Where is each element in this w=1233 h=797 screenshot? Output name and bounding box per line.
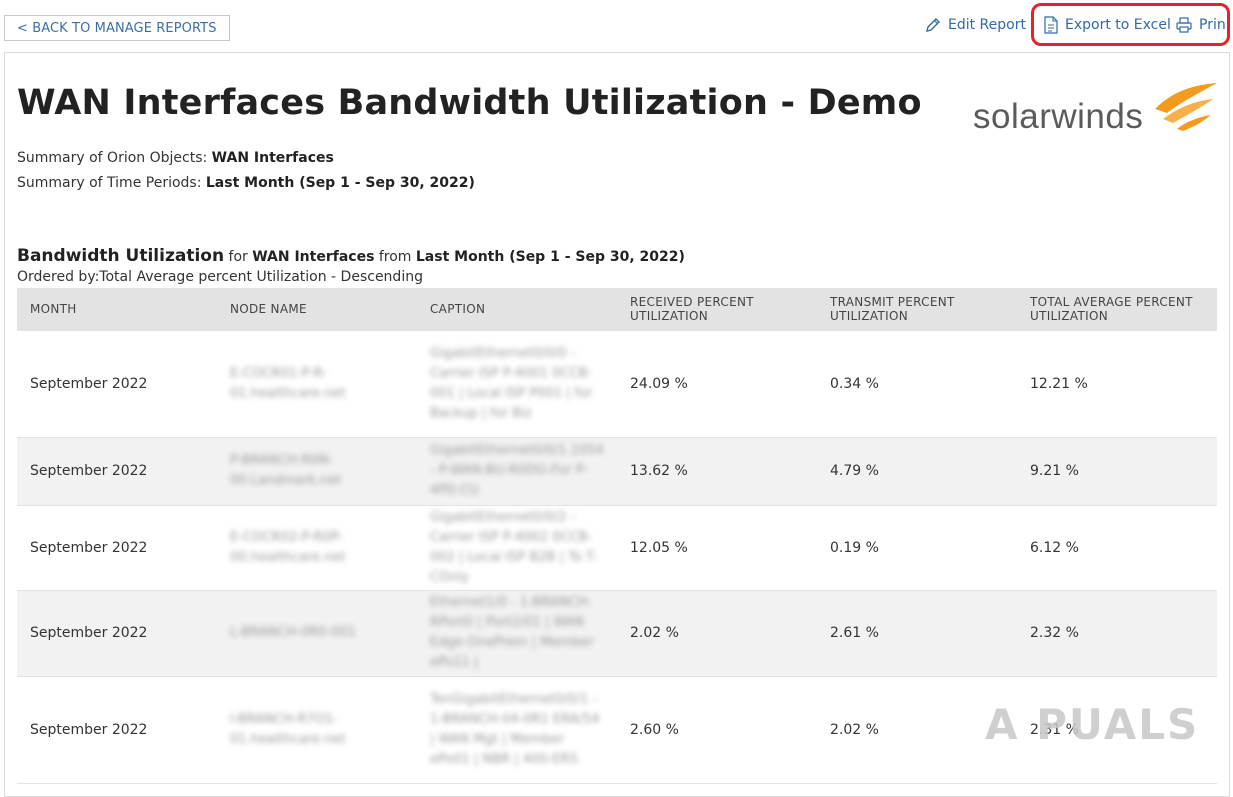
back-to-manage-reports-button[interactable]: < BACK TO MANAGE REPORTS: [4, 15, 230, 41]
section-period: Last Month (Sep 1 - Sep 30, 2022): [415, 249, 685, 265]
export-highlight-box: [1031, 3, 1230, 46]
cell-month: September 2022: [17, 505, 217, 591]
section-title-main: Bandwidth Utilization: [17, 246, 225, 266]
solarwinds-logo: solarwinds: [973, 75, 1223, 139]
column-header-node-name[interactable]: NODE NAME: [217, 288, 417, 331]
table-row: September 2022 I-BRANCH-R7O1- 01.healthca…: [17, 676, 1217, 784]
cell-node-name: I-BRANCH-R7O1- 01.healthcare.net: [217, 676, 417, 784]
report-title: WAN Interfaces Bandwidth Utilization - D…: [17, 83, 922, 123]
edit-report-label: Edit Report: [948, 17, 1026, 33]
column-header-caption[interactable]: CAPTION: [417, 288, 617, 331]
cell-transmit: 4.79 %: [817, 437, 1017, 506]
cell-received: 2.60 %: [617, 676, 817, 784]
cell-received: 13.62 %: [617, 437, 817, 506]
cell-total: 2.32 %: [1017, 590, 1217, 677]
pencil-icon: [924, 16, 942, 34]
ordered-by: Ordered by:Total Average percent Utiliza…: [17, 269, 423, 285]
cell-caption: GigabitEthernet0/0/2 - Carrier ISP P-400…: [417, 505, 617, 591]
export-to-excel-label: Export to Excel: [1065, 17, 1171, 33]
cell-transmit: 0.19 %: [817, 505, 1017, 591]
section-object: WAN Interfaces: [252, 249, 375, 265]
cell-node-name: L-BRANCH-0R0-001: [217, 590, 417, 677]
summary-periods: Summary of Time Periods: Last Month (Sep…: [17, 175, 475, 191]
section-for-word: for: [224, 249, 253, 265]
section-from-word: from: [374, 249, 416, 265]
column-header-month[interactable]: MONTH: [17, 288, 217, 331]
printer-icon: [1175, 16, 1193, 34]
print-link[interactable]: Prin: [1175, 16, 1226, 34]
cell-caption: TenGigabitEthernet0/0/1 - 1-BRANCH-04-0R…: [417, 676, 617, 784]
export-excel-icon: [1043, 16, 1059, 34]
cell-month: September 2022: [17, 437, 217, 506]
column-header-transmit[interactable]: TRANSMIT PERCENT UTILIZATION: [817, 288, 1017, 331]
logo-text: solarwinds: [973, 97, 1144, 136]
print-label: Prin: [1199, 17, 1226, 33]
table-row: September 2022 P-BRANCH-R0N- 00.Landmark.…: [17, 437, 1217, 506]
solarwinds-flame-icon: [1155, 83, 1217, 131]
column-header-received[interactable]: RECEIVED PERCENT UTILIZATION: [617, 288, 817, 331]
cell-month: September 2022: [17, 331, 217, 438]
table-row: September 2022 E-COCR02-P-R0P- 00.healthc…: [17, 505, 1217, 591]
cell-node-name: E-COCR01-P-R- 01.healthcare.net: [217, 331, 417, 438]
summary-objects: Summary of Orion Objects: WAN Interfaces: [17, 150, 334, 166]
cell-month: September 2022: [17, 590, 217, 677]
utilization-table: MONTH NODE NAME CAPTION RECEIVED PERCENT…: [17, 288, 1217, 784]
cell-received: 24.09 %: [617, 331, 817, 438]
cell-received: 2.02 %: [617, 590, 817, 677]
cell-caption: Ethernet1/0 - 1-BRANCH-RPort0 | Port2/01…: [417, 590, 617, 677]
cell-total: 12.21 %: [1017, 331, 1217, 438]
column-header-total[interactable]: TOTAL AVERAGE PERCENT UTILIZATION: [1017, 288, 1217, 331]
appuals-watermark: A PUALS: [985, 700, 1197, 752]
cell-total: 2.31 %: [1017, 676, 1217, 784]
section-title: Bandwidth Utilization for WAN Interfaces…: [17, 246, 685, 266]
cell-node-name: E-COCR02-P-R0P- 00.healthcare.net: [217, 505, 417, 591]
cell-caption: GigabitEthernet0/0/0 - Carrier ISP P-400…: [417, 331, 617, 438]
cell-received: 12.05 %: [617, 505, 817, 591]
cell-month: September 2022: [17, 676, 217, 784]
edit-report-link[interactable]: Edit Report: [924, 16, 1026, 34]
cell-total: 9.21 %: [1017, 437, 1217, 506]
cell-total: 6.12 %: [1017, 505, 1217, 591]
cell-transmit: 2.61 %: [817, 590, 1017, 677]
report-toolbar: < BACK TO MANAGE REPORTS Edit Report Exp…: [0, 0, 1233, 52]
cell-caption: GigabitEthernet0/0/1.1054 - P-WAN-BU-R0D…: [417, 437, 617, 506]
summary-periods-label: Summary of Time Periods:: [17, 175, 206, 191]
cell-transmit: 0.34 %: [817, 331, 1017, 438]
summary-objects-label: Summary of Orion Objects:: [17, 150, 212, 166]
cell-node-name: P-BRANCH-R0N- 00.Landmark.net: [217, 437, 417, 506]
table-row: September 2022 L-BRANCH-0R0-001 Ethernet…: [17, 590, 1217, 677]
export-to-excel-link[interactable]: Export to Excel: [1043, 16, 1171, 34]
watermark-text: A PUALS: [985, 700, 1200, 749]
cell-transmit: 2.02 %: [817, 676, 1017, 784]
table-row: September 2022 E-COCR01-P-R- 01.healthcar…: [17, 331, 1217, 438]
summary-objects-value: WAN Interfaces: [211, 150, 334, 166]
table-header-row: MONTH NODE NAME CAPTION RECEIVED PERCENT…: [17, 288, 1217, 331]
report-panel: WAN Interfaces Bandwidth Utilization - D…: [4, 52, 1230, 797]
summary-periods-value: Last Month (Sep 1 - Sep 30, 2022): [205, 175, 475, 191]
